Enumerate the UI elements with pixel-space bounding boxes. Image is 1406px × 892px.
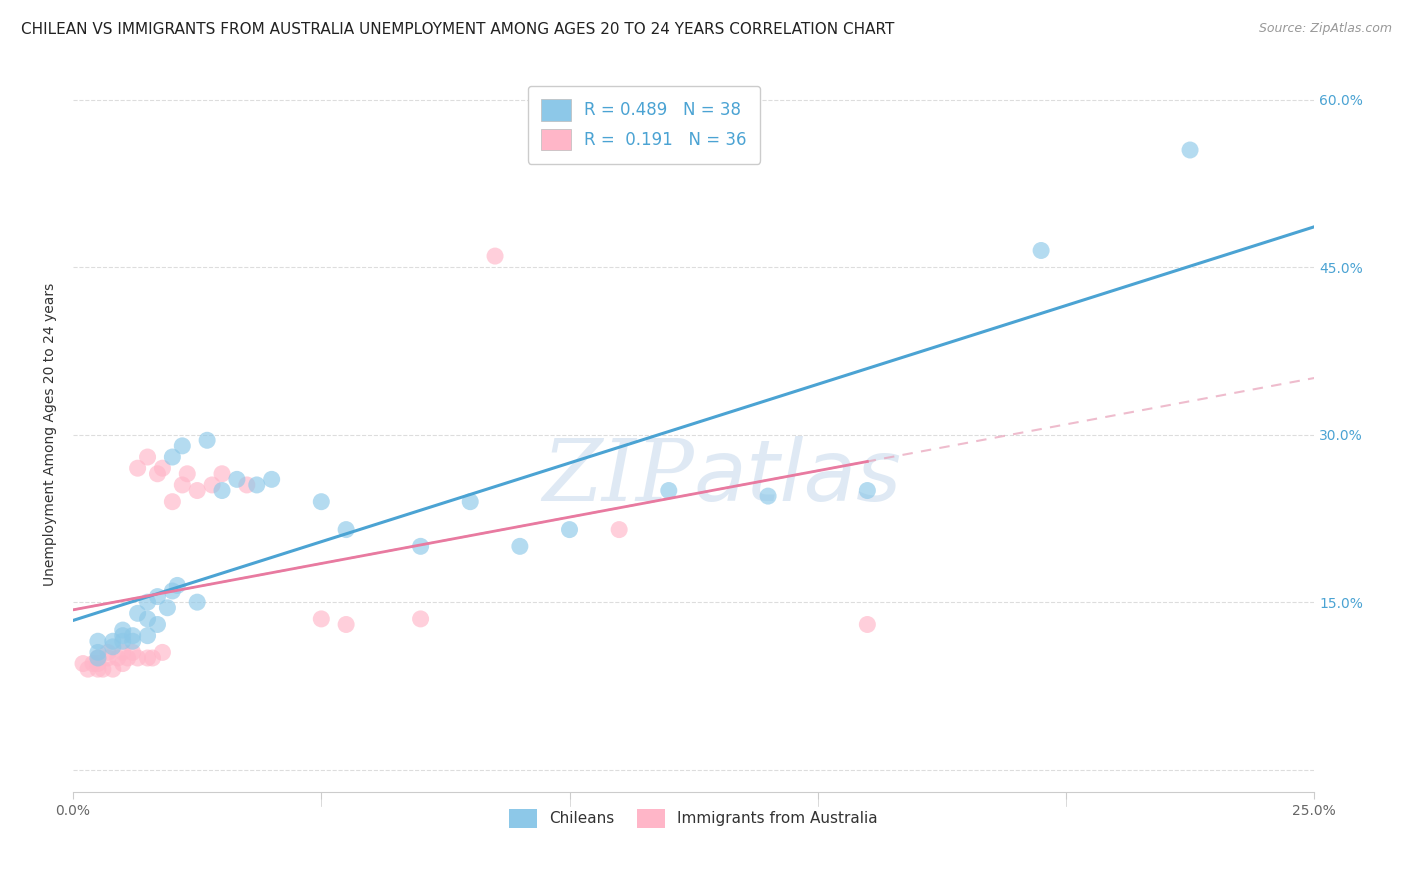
Point: [146, 467, 169, 481]
Point: [111, 634, 134, 648]
Text: CHILEAN VS IMMIGRANTS FROM AUSTRALIA UNEMPLOYMENT AMONG AGES 20 TO 24 YEARS CORR: CHILEAN VS IMMIGRANTS FROM AUSTRALIA UNE…: [21, 22, 894, 37]
Point: [311, 494, 333, 508]
Point: [335, 523, 357, 537]
Point: [211, 467, 233, 481]
Point: [127, 607, 149, 621]
Point: [87, 634, 110, 648]
Point: [162, 494, 184, 508]
Point: [260, 472, 283, 486]
Point: [121, 645, 143, 659]
Point: [97, 651, 120, 665]
Point: [195, 434, 218, 448]
Point: [162, 584, 184, 599]
Point: [201, 478, 224, 492]
Point: [136, 450, 159, 464]
Point: [236, 478, 259, 492]
Point: [458, 494, 481, 508]
Point: [1178, 143, 1201, 157]
Point: [162, 450, 184, 464]
Point: [136, 629, 159, 643]
Point: [121, 634, 143, 648]
Text: atlas: atlas: [693, 436, 901, 519]
Point: [156, 600, 179, 615]
Point: [211, 483, 233, 498]
Point: [166, 578, 188, 592]
Point: [172, 478, 194, 492]
Point: [91, 662, 114, 676]
Point: [141, 651, 163, 665]
Point: [127, 461, 149, 475]
Point: [856, 617, 879, 632]
Point: [409, 612, 432, 626]
Point: [111, 629, 134, 643]
Point: [136, 595, 159, 609]
Point: [172, 439, 194, 453]
Point: [101, 640, 124, 654]
Point: [87, 645, 110, 659]
Point: [77, 662, 100, 676]
Point: [87, 662, 110, 676]
Point: [484, 249, 506, 263]
Y-axis label: Unemployment Among Ages 20 to 24 years: Unemployment Among Ages 20 to 24 years: [44, 283, 58, 586]
Point: [176, 467, 198, 481]
Point: [246, 478, 269, 492]
Point: [72, 657, 94, 671]
Point: [136, 651, 159, 665]
Point: [101, 634, 124, 648]
Text: ZIP: ZIP: [541, 436, 693, 519]
Point: [509, 539, 531, 553]
Point: [87, 651, 110, 665]
Legend: Chileans, Immigrants from Australia: Chileans, Immigrants from Australia: [503, 803, 884, 834]
Point: [186, 483, 208, 498]
Point: [136, 612, 159, 626]
Point: [335, 617, 357, 632]
Point: [111, 657, 134, 671]
Point: [87, 651, 110, 665]
Point: [607, 523, 630, 537]
Point: [152, 645, 174, 659]
Point: [152, 461, 174, 475]
Point: [856, 483, 879, 498]
Point: [82, 657, 104, 671]
Point: [111, 623, 134, 637]
Point: [97, 645, 120, 659]
Point: [121, 629, 143, 643]
Point: [658, 483, 681, 498]
Point: [117, 651, 139, 665]
Point: [87, 657, 110, 671]
Point: [226, 472, 249, 486]
Text: Source: ZipAtlas.com: Source: ZipAtlas.com: [1258, 22, 1392, 36]
Point: [111, 645, 134, 659]
Point: [101, 662, 124, 676]
Point: [311, 612, 333, 626]
Point: [409, 539, 432, 553]
Point: [107, 651, 129, 665]
Point: [1029, 244, 1052, 258]
Point: [146, 617, 169, 632]
Point: [186, 595, 208, 609]
Point: [756, 489, 779, 503]
Point: [146, 590, 169, 604]
Point: [558, 523, 581, 537]
Point: [127, 651, 149, 665]
